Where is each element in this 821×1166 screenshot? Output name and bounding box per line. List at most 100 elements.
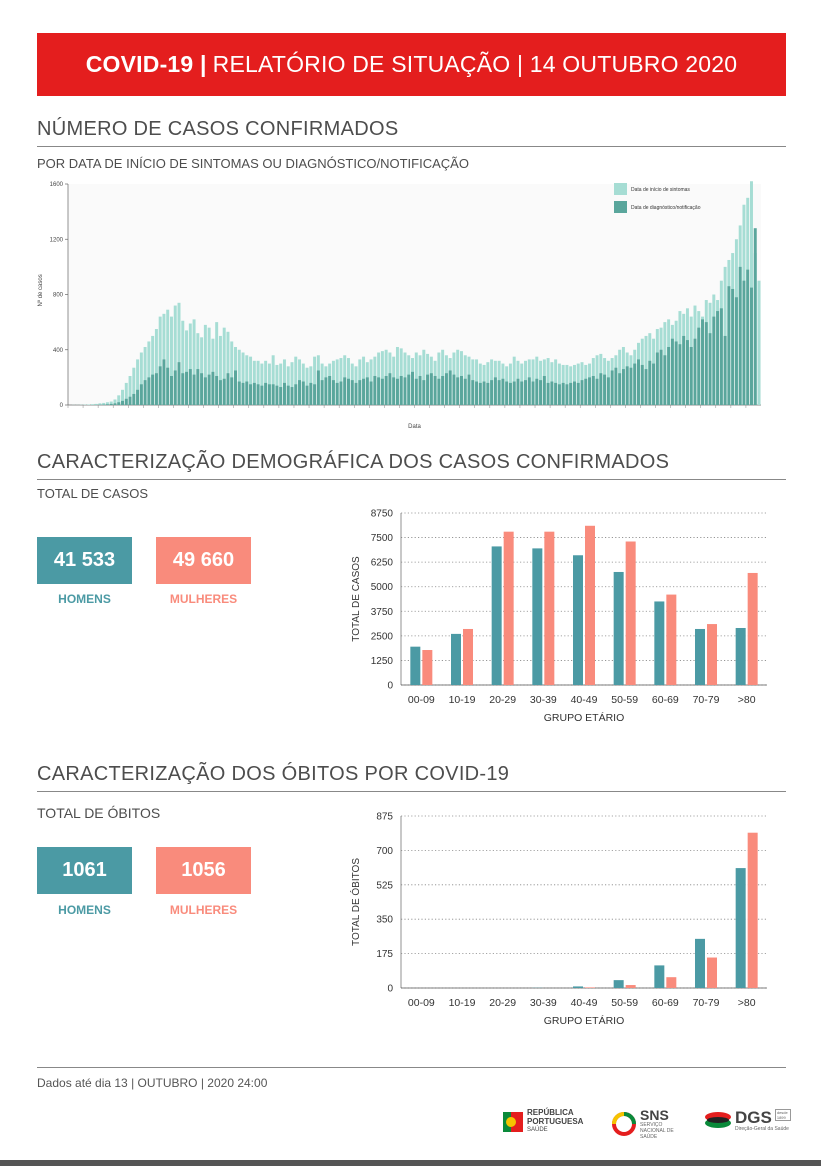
onset-bar (87, 404, 91, 405)
diagnosis-bar (659, 349, 663, 405)
diagnosis-bar (203, 377, 207, 405)
diagnosis-bar (516, 378, 520, 405)
x-tick-label: 00-09 (408, 997, 435, 1009)
diagnosis-bar (576, 382, 580, 405)
diagnosis-bar (369, 381, 373, 405)
diagnosis-bar (316, 370, 320, 405)
cases-by-age-chart: 0 1250 2500 3750 5000 6250 7500 8750 00-09 10-19 2… (351, 509, 767, 724)
diagnosis-bar (207, 374, 211, 405)
onset-bar (512, 356, 516, 405)
onset-bar (422, 349, 426, 405)
diagnosis-bar (520, 381, 524, 405)
dgs-logo: DGS desde 1899 Direção-Geral da Saúde (704, 1108, 791, 1132)
diagnosis-bar (456, 377, 460, 405)
bar-men (451, 633, 461, 685)
diagnosis-bar (147, 377, 151, 405)
diagnosis-bar (132, 393, 136, 405)
daily-legend: Data de início de sintomas Data de diagnó… (614, 183, 701, 213)
deaths-by-age-marks: 0 175 350 525 700 875 00-09 10-19 20-29 30-39 40-4… (349, 812, 767, 1027)
diagnosis-bar (354, 382, 358, 405)
diagnosis-bar (531, 381, 535, 405)
cases-men-value: 41 533 (37, 537, 132, 584)
diagnosis-bar (452, 374, 456, 405)
diagnosis-bar (527, 377, 531, 405)
diagnosis-bar (234, 370, 237, 405)
legend-label: Data de diagnóstico/notificação (631, 205, 701, 211)
diagnosis-bar (162, 359, 166, 405)
onset-bar (249, 356, 253, 405)
diagnosis-bar (166, 367, 170, 405)
diagnosis-bar (324, 377, 328, 405)
diagnosis-bar (497, 380, 501, 405)
diagnosis-bar (667, 346, 671, 405)
diagnosis-bar (580, 380, 584, 405)
diagnosis-bar (716, 311, 720, 405)
y-tick-label: 700 (376, 846, 393, 857)
diagnosis-bar (482, 381, 486, 405)
x-tick-label: 10-19 (449, 997, 476, 1009)
onset-bar (200, 337, 204, 405)
x-tick-label: 30-39 (530, 997, 557, 1009)
cases-men-label: HOMENS (58, 592, 111, 606)
daily-cases-chart: 0 400 800 1200 1600 Nº de casos Data Data de i… (37, 181, 761, 430)
y-tick-label: 0 (387, 681, 393, 692)
x-tick-label: 00-09 (408, 694, 435, 706)
onset-bar (395, 346, 399, 405)
y-tick-label: 525 (376, 880, 393, 891)
portugal-flag-icon (503, 1111, 523, 1132)
onset-bar (94, 403, 98, 405)
onset-bar (117, 395, 121, 405)
bar-women (707, 957, 717, 988)
diagnosis-bar (648, 360, 652, 405)
diagnosis-bar (279, 387, 283, 405)
diagnosis-bar (241, 382, 245, 405)
onset-bar (215, 322, 219, 405)
bar-women (666, 977, 677, 988)
diagnosis-bar (339, 381, 343, 405)
cases-by-age-marks: 0 1250 2500 3750 5000 6250 7500 8750 00-09 10-19 2… (351, 509, 767, 724)
diagnosis-bar (286, 385, 290, 405)
diagnosis-bar (173, 370, 177, 405)
diagnosis-bar (670, 338, 674, 405)
bar-men (573, 986, 583, 988)
onset-bar (128, 375, 132, 405)
diagnosis-bar (181, 373, 185, 405)
diagnosis-bar (493, 377, 497, 405)
y-axis-title: TOTAL DE ÓBITOS (349, 858, 362, 946)
diagnosis-bar (475, 381, 479, 405)
onset-bar (226, 331, 230, 405)
diagnosis-bar (524, 380, 527, 405)
report-title-bold: COVID-19 | (85, 51, 207, 77)
bar-men (695, 628, 705, 685)
onset-bar (143, 346, 147, 405)
x-tick-label: 70-79 (693, 694, 720, 706)
diagnosis-bar (448, 370, 452, 405)
diagnosis-bar (290, 387, 294, 405)
diagnosis-bar (693, 338, 697, 405)
daily-y-tick-label: 800 (53, 293, 64, 299)
diagnosis-bar (610, 370, 614, 405)
y-tick-label: 1250 (371, 656, 394, 667)
diagnosis-bar (399, 375, 403, 405)
diagnosis-bar (407, 374, 411, 405)
diagnosis-bar (565, 384, 569, 405)
x-tick-label: 30-39 (530, 694, 557, 706)
diagnosis-bar (561, 382, 565, 405)
diagnosis-bar (471, 380, 475, 405)
daily-y-tick-label: 0 (60, 403, 64, 409)
y-tick-label: 5000 (371, 582, 394, 593)
diagnosis-bar (192, 374, 196, 405)
diagnosis-bar (309, 382, 313, 405)
bar-women (625, 541, 636, 685)
diagnosis-bar (177, 362, 181, 405)
diagnosis-bar (753, 228, 757, 405)
onset-bar (158, 316, 162, 405)
daily-y-axis-title: Nº de casos (37, 274, 44, 306)
diagnosis-bar (335, 382, 339, 405)
onset-bar (230, 341, 234, 405)
dgs-text: DGS (735, 1107, 772, 1127)
diagnosis-bar (603, 374, 607, 405)
onset-bar (222, 327, 226, 405)
diagnosis-bar (727, 286, 731, 405)
diagnosis-bar (328, 375, 332, 405)
